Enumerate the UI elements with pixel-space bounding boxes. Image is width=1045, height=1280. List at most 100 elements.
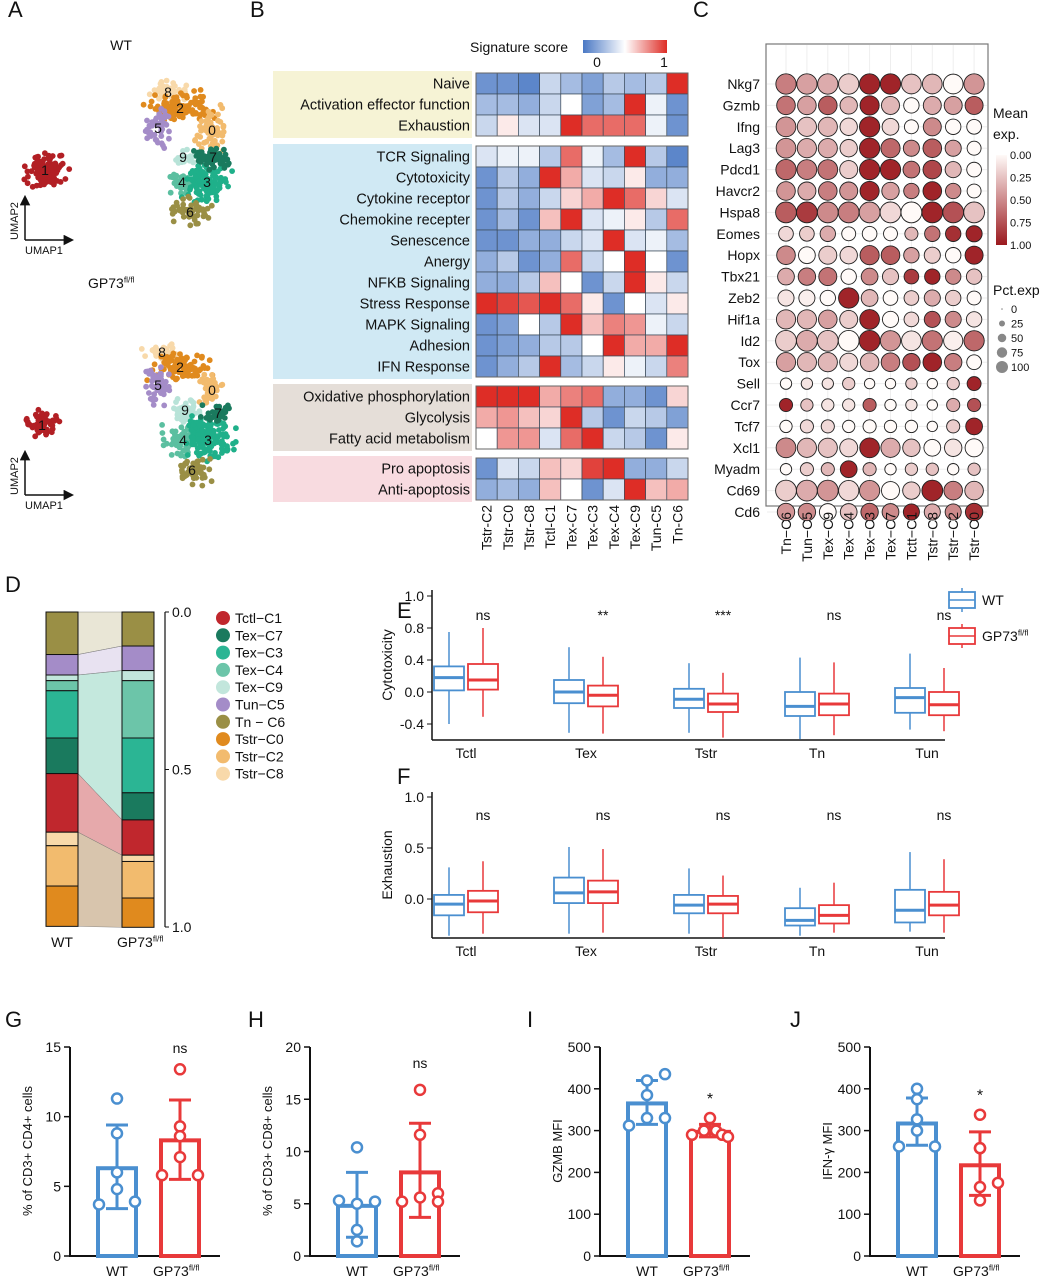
- expression-dot: [884, 398, 897, 412]
- umap-point: [47, 164, 54, 171]
- expression-dot: [946, 377, 960, 391]
- heatmap-cell: [560, 478, 583, 501]
- expression-dot: [820, 462, 835, 477]
- heatmap-cell: [475, 93, 498, 116]
- umap-point: [28, 168, 35, 175]
- expression-dot: [817, 437, 838, 458]
- expression-dot: [839, 96, 858, 115]
- expression-dot: [945, 289, 962, 307]
- signature-label: Anti-apoptosis: [378, 483, 470, 499]
- umap-title-gp73-superscript: fl/fl: [124, 274, 135, 284]
- expression-dot: [862, 419, 877, 434]
- stacked-segment: [45, 611, 79, 656]
- y-tick-label: 500: [568, 1039, 592, 1055]
- umap-point: [212, 453, 219, 460]
- expression-dot: [965, 417, 983, 436]
- umap-point: [204, 205, 211, 212]
- umap-point: [174, 407, 181, 414]
- expression-dot: [839, 460, 858, 479]
- expression-dot: [858, 329, 881, 352]
- umap-point: [178, 424, 185, 431]
- expression-dot: [817, 138, 838, 159]
- size-legend-dot: [996, 347, 1008, 358]
- box-gp73: [467, 861, 499, 934]
- data-point: [640, 1074, 654, 1087]
- expression-dot: [879, 201, 902, 224]
- umap-point: [167, 189, 174, 196]
- gene-label: Tox: [738, 354, 760, 370]
- umap-point: [163, 77, 170, 84]
- d-group-label-wt: WT: [51, 934, 73, 950]
- panel-letter-I: I: [527, 1007, 533, 1032]
- umap-point: [161, 382, 168, 389]
- expression-dot: [859, 309, 880, 330]
- y-tick-label: 200: [568, 1164, 592, 1180]
- umap-point: [159, 422, 166, 428]
- cluster-label: 9: [181, 402, 189, 418]
- umap-point: [169, 428, 176, 435]
- significance-label: *: [707, 1091, 713, 1108]
- umap-point: [210, 130, 217, 137]
- heatmap-cell: [666, 145, 689, 168]
- umap-point: [204, 396, 210, 402]
- heatmap-cell: [624, 187, 646, 210]
- dotplot-column-label: Tstr−C8: [924, 512, 940, 561]
- heatmap-cell: [581, 457, 604, 480]
- umap-point: [138, 346, 145, 352]
- expression-dot: [839, 117, 858, 136]
- heatmap-cell: [475, 166, 498, 189]
- umap-point: [166, 371, 172, 378]
- expression-dot: [859, 73, 881, 95]
- heatmap-cell: [666, 93, 689, 116]
- signature-block: Pro apoptosis Anti-apoptosis: [273, 456, 689, 502]
- cluster-label: 8: [164, 84, 172, 100]
- heatmap-cell: [539, 406, 562, 429]
- heatmap-cell: [560, 313, 583, 336]
- expression-dot: [881, 268, 900, 286]
- umap-point: [192, 463, 199, 469]
- umap-point: [181, 86, 188, 93]
- d-y-tick-label: 0.5: [172, 762, 192, 778]
- x-label-wt: WT: [106, 1263, 128, 1279]
- umap-point: [214, 132, 221, 139]
- x-label-gp73: GP73fl/fl: [393, 1262, 440, 1279]
- umap2-label: UMAP2: [9, 202, 21, 240]
- expression-dot: [817, 116, 838, 137]
- heatmap-cell: [624, 334, 646, 357]
- x-label-gp73-superscript: fl/fl: [989, 1262, 1000, 1272]
- heatmap-cell: [645, 93, 668, 116]
- heatmap-cell: [645, 355, 668, 378]
- data-point: [703, 1111, 717, 1125]
- box: [894, 888, 926, 924]
- expression-dot: [817, 73, 839, 95]
- heatmap-cell: [560, 334, 583, 357]
- heatmap-cell: [518, 385, 540, 408]
- heatmap-cell: [560, 229, 583, 252]
- x-label-gp73-main: GP73: [393, 1263, 429, 1279]
- umap-point: [159, 430, 166, 436]
- colorbar-tick: 0: [593, 54, 601, 70]
- umap-point: [186, 406, 192, 413]
- expression-dot: [965, 225, 983, 243]
- heatmap-cell: [539, 292, 562, 315]
- gene-label: Tcf7: [734, 418, 760, 434]
- heatmap-cell: [624, 208, 646, 231]
- x-tick-label: Tun: [915, 943, 939, 959]
- umap-point: [199, 353, 205, 360]
- umap-point: [21, 176, 28, 183]
- umap-point: [199, 105, 206, 111]
- data-point: [173, 1120, 187, 1133]
- expression-dot: [943, 480, 963, 501]
- heatmap-cell: [602, 271, 625, 294]
- umap-point: [39, 410, 45, 417]
- expression-dot: [964, 438, 984, 458]
- umap-point: [201, 153, 208, 159]
- data-point: [973, 1108, 987, 1121]
- size-legend-dot: [996, 361, 1008, 373]
- size-legend-label: 50: [1011, 333, 1023, 345]
- heatmap-cell: [539, 145, 562, 168]
- panel-letter-D: D: [5, 572, 21, 597]
- umap-point: [214, 406, 221, 413]
- heatmap-cell: [645, 385, 668, 408]
- heatmap-cell: [496, 187, 519, 210]
